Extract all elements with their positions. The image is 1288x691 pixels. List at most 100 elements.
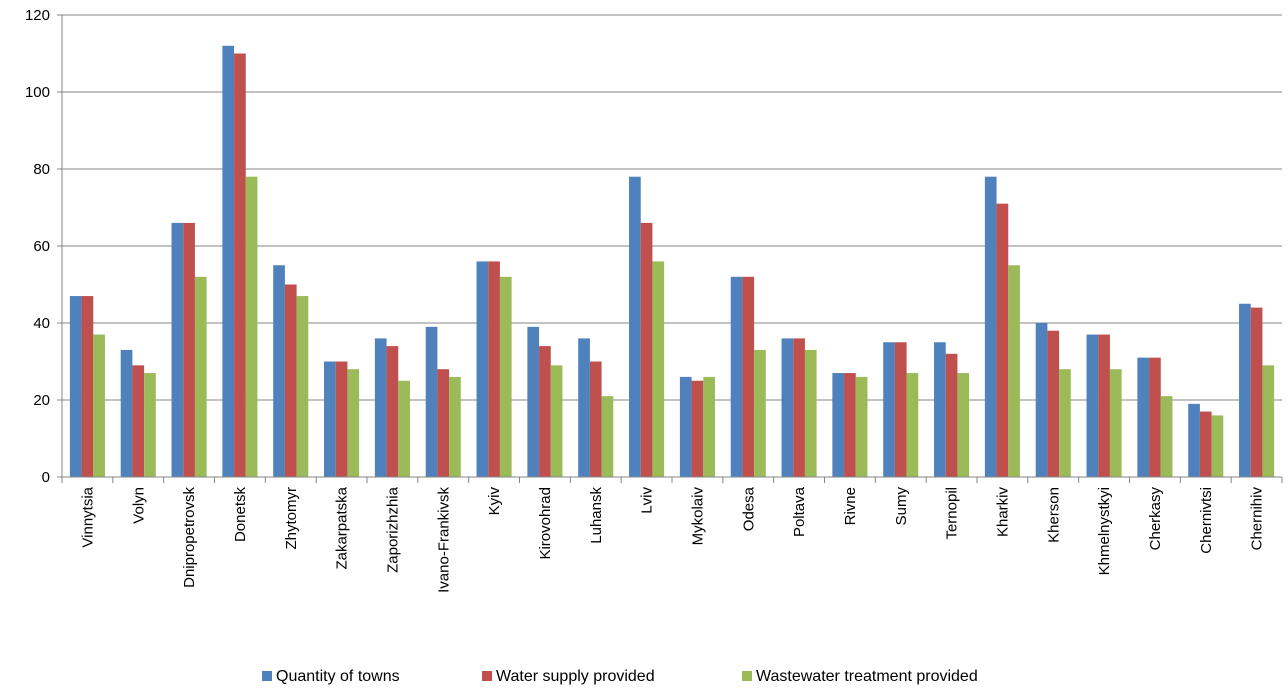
bar	[781, 338, 794, 477]
x-tick-label: Zakarpatska	[334, 486, 351, 569]
bar	[996, 203, 1009, 477]
x-tick-label: Sumy	[893, 487, 910, 526]
legend-item: Wastewater treatment provided	[742, 668, 978, 685]
bar	[703, 376, 715, 477]
bar	[488, 261, 500, 477]
bar	[1086, 334, 1099, 477]
bar	[1199, 411, 1212, 477]
x-tick-label: Lviv	[639, 487, 656, 514]
bar	[793, 338, 805, 477]
bar	[601, 396, 614, 477]
bar	[499, 276, 512, 477]
bar	[132, 365, 145, 477]
bar	[1059, 369, 1071, 477]
bar	[1137, 357, 1150, 477]
bar	[398, 380, 410, 477]
bar	[754, 349, 766, 477]
bar	[679, 376, 692, 477]
legend-item: Quantity of towns	[262, 668, 400, 685]
bar	[437, 369, 450, 477]
bar	[894, 342, 907, 477]
bar	[1211, 415, 1224, 477]
bar	[640, 222, 653, 477]
y-axis-ticks: 0 20 40 60 80 100 120	[25, 7, 62, 486]
bar	[1047, 330, 1060, 477]
bar	[804, 349, 817, 477]
bar	[296, 296, 309, 477]
bar	[183, 222, 195, 477]
bar	[652, 261, 665, 477]
bar	[273, 265, 285, 477]
bar	[1035, 323, 1048, 477]
bar	[906, 373, 919, 477]
series-1	[81, 53, 1263, 477]
x-axis-labels: Vinnytsia Volyn Dnipropetrovsk Donetsk Zhyto…	[79, 486, 1265, 593]
legend-label: Quantity of towns	[276, 668, 400, 685]
bar	[69, 296, 82, 477]
bar	[883, 342, 895, 477]
bar	[629, 176, 641, 477]
x-tick-label: Rivne	[842, 487, 859, 525]
bar	[527, 326, 540, 477]
bar	[449, 376, 461, 477]
x-tick-label: Chernivtsi	[1198, 487, 1215, 554]
x-tick-label: Zaporizhzhia	[384, 486, 401, 573]
bar	[550, 365, 563, 477]
bar	[945, 353, 958, 477]
legend-label: Wastewater treatment provided	[756, 668, 978, 685]
x-tick-label: Ternopil	[944, 487, 961, 540]
x-tick-label: Donetsk	[232, 487, 249, 543]
bar	[81, 296, 94, 477]
bar	[120, 349, 133, 477]
x-tick-label: Ivano-Frankivsk	[435, 487, 452, 593]
legend-swatch	[262, 671, 272, 681]
bar	[742, 276, 755, 477]
x-tick-label: Khmelnystkyi	[1096, 487, 1113, 575]
legend-swatch	[482, 671, 492, 681]
bar	[1239, 303, 1251, 477]
x-tick-label: Poltava	[791, 486, 808, 537]
bar	[691, 380, 704, 477]
x-tick-label: Kherson	[1045, 487, 1062, 543]
x-tick-label: Cherkasy	[1147, 487, 1164, 551]
bar	[476, 261, 489, 477]
bar	[386, 346, 399, 477]
bar	[1098, 334, 1110, 477]
bar	[730, 276, 743, 477]
y-tick-label: 60	[33, 238, 50, 255]
series-0	[69, 45, 1251, 478]
bar	[844, 373, 856, 477]
legend-item: Water supply provided	[482, 668, 655, 685]
bar	[284, 284, 297, 477]
bar	[93, 334, 105, 477]
bar	[1262, 365, 1275, 477]
bar	[855, 376, 868, 477]
bar	[245, 176, 258, 477]
legend-swatch	[742, 671, 752, 681]
series-2	[93, 176, 1275, 477]
x-tick-label: Kharkiv	[994, 487, 1011, 538]
y-tick-label: 100	[25, 84, 50, 101]
bar	[194, 276, 207, 477]
x-tick-label: Kyiv	[486, 487, 503, 516]
bar	[1188, 403, 1200, 477]
bar	[539, 346, 551, 477]
bar	[957, 373, 970, 477]
bar	[1109, 369, 1122, 477]
bar	[934, 342, 946, 477]
bar	[324, 361, 336, 477]
x-tick-label: Dnipropetrovsk	[181, 487, 198, 588]
bar	[144, 373, 156, 477]
bar	[578, 338, 590, 477]
x-tick-label: Chernihiv	[1249, 487, 1266, 551]
bar	[1008, 265, 1020, 477]
bar	[425, 326, 438, 477]
x-tick-label: Kirovohrad	[537, 487, 554, 560]
bar	[171, 222, 184, 477]
bar	[234, 53, 246, 477]
axes	[61, 15, 1283, 483]
bar	[832, 373, 845, 477]
y-tick-label: 0	[42, 469, 50, 486]
